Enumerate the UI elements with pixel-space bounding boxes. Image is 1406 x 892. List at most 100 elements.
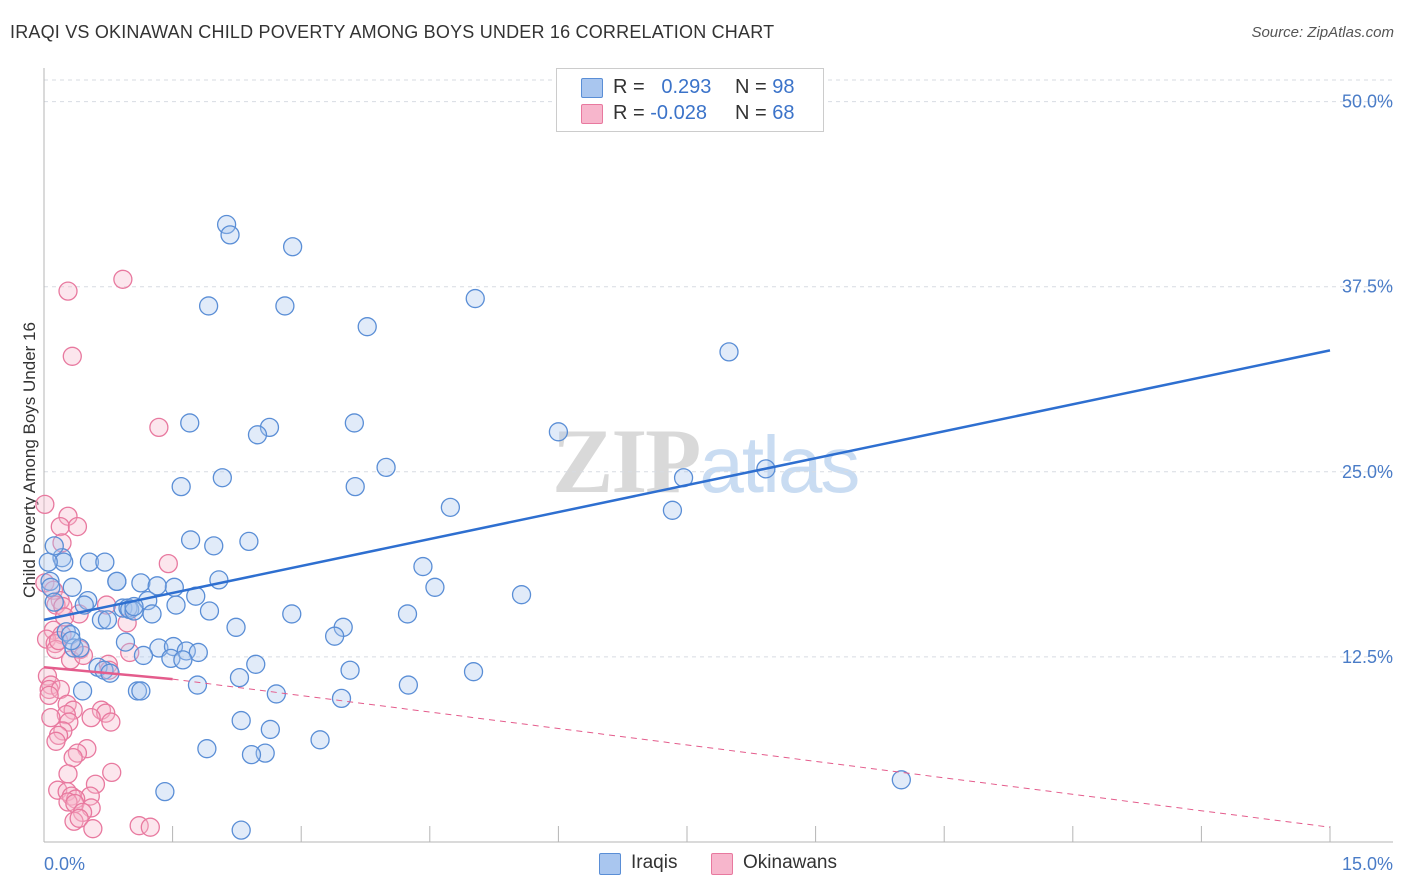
legend-r-label: R = (613, 102, 645, 124)
iraqi-point (548, 422, 569, 442)
iraqi-point (180, 530, 201, 550)
okinawan-point (52, 533, 72, 553)
iraqi-point (220, 225, 240, 245)
iraqi-point (131, 681, 151, 701)
okinawan-point (140, 817, 160, 837)
iraqi-point (282, 604, 302, 624)
iraqi-point (260, 719, 280, 740)
trend-lines (43, 349, 1331, 828)
iraqi-point (465, 288, 485, 309)
okinawan-point (39, 679, 59, 700)
iraqi-point (166, 595, 186, 615)
iraqi-point (199, 601, 220, 621)
iraqi-point (246, 654, 266, 674)
iraqi-point (266, 684, 286, 704)
legend-r-iraqis: R = 0.293 (613, 76, 711, 99)
x-tick-label-max: 15.0% (1342, 854, 1393, 874)
iraqi-point (255, 743, 275, 763)
iraqi-point (41, 577, 61, 597)
x-tick-label-min: 0.0% (44, 854, 85, 874)
okinawan-point (101, 712, 121, 732)
tick-labels: 0.0% 15.0% 12.5% 25.0% 37.5% 50.0% (44, 92, 1393, 874)
iraqi-point (62, 577, 82, 597)
okinawan-point (63, 747, 83, 768)
iraqi-point (344, 413, 365, 433)
okinawan-point (64, 811, 84, 831)
iraqi-point (259, 417, 280, 438)
iraqi-point (95, 552, 115, 572)
okinawan-trend-line (43, 666, 173, 681)
iraqi-point (204, 536, 224, 556)
iraqi-point (40, 571, 60, 592)
iraqi-point (891, 770, 911, 790)
okinawan-point (45, 633, 65, 654)
y-tick-label: 37.5% (1342, 277, 1393, 297)
iraqi-point (229, 667, 250, 688)
axes (43, 68, 1393, 843)
iraqi-point (397, 604, 418, 624)
watermark-zip: ZIP (552, 410, 701, 512)
okinawan-point (149, 417, 169, 438)
series-iraqis (38, 214, 911, 840)
okinawan-point (35, 494, 55, 515)
iraqi-point (91, 610, 112, 630)
okinawan-point (62, 346, 82, 366)
y-tick-label: 50.0% (1342, 92, 1393, 112)
legend-n-value-okinawans: 68 (772, 102, 795, 124)
iraqi-point (310, 730, 330, 750)
legend-r-value-iraqis: 0.293 (661, 76, 712, 98)
okinawan-point (102, 762, 122, 783)
iraqi-point (231, 820, 251, 840)
iraqi-point (64, 638, 84, 658)
iraqi-point (188, 642, 208, 663)
iraqi-point (44, 592, 64, 612)
iraqi-point (173, 650, 193, 670)
iraqi-point (212, 468, 232, 488)
iraqi-point (133, 645, 154, 666)
iraqi-point (413, 556, 433, 577)
iraqi-point (147, 576, 167, 596)
legend-n-iraqis: N = 98 (735, 76, 795, 99)
okinawan-point (83, 819, 103, 839)
iraqi-point (61, 630, 82, 651)
iraqi-point (171, 476, 191, 497)
bottom-legend-swatch-okinawans (711, 853, 733, 875)
okinawan-trend-extension (172, 678, 1331, 828)
legend-r-okinawans: R = -0.028 (613, 102, 707, 125)
iraqi-point (187, 675, 208, 695)
okinawan-point (113, 269, 133, 289)
iraqi-point (44, 536, 64, 556)
iraqi-trend-line (43, 349, 1331, 622)
legend-n-label: N = (735, 102, 767, 124)
iraqi-point (247, 425, 268, 445)
bottom-legend-label-okinawans: Okinawans (743, 852, 837, 873)
iraqi-point (440, 497, 461, 517)
legend-r-value-okinawans: -0.028 (650, 102, 707, 124)
iraqi-point (216, 214, 237, 235)
iraqi-point (72, 681, 93, 701)
iraqi-point (226, 617, 246, 637)
legend-r-label: R = (613, 76, 645, 98)
watermark: ZIPatlas (552, 408, 860, 514)
bottom-legend-swatch-iraqis (599, 853, 621, 875)
iraqi-point (398, 675, 419, 695)
iraqi-point (209, 570, 229, 590)
legend-n-label: N = (735, 76, 767, 98)
correlation-legend: R = 0.293 N = 98 R = -0.028 N = 68 (556, 68, 824, 132)
bottom-legend-label-iraqis: Iraqis (631, 852, 678, 873)
okinawan-point (158, 553, 178, 574)
iraqi-point (425, 577, 445, 597)
y-tick-label: 12.5% (1342, 647, 1393, 667)
okinawan-point (56, 705, 76, 725)
iraqi-point (324, 626, 345, 646)
iraqi-point (275, 296, 295, 316)
iraqi-point (115, 632, 136, 652)
iraqi-point (155, 782, 175, 802)
okinawan-point (69, 808, 89, 828)
iraqi-point (345, 476, 365, 497)
y-tick-label: 25.0% (1342, 462, 1393, 482)
okinawan-point (96, 703, 116, 723)
iraqi-point (662, 500, 683, 520)
iraqi-point (97, 610, 118, 630)
iraqi-point (241, 744, 262, 765)
